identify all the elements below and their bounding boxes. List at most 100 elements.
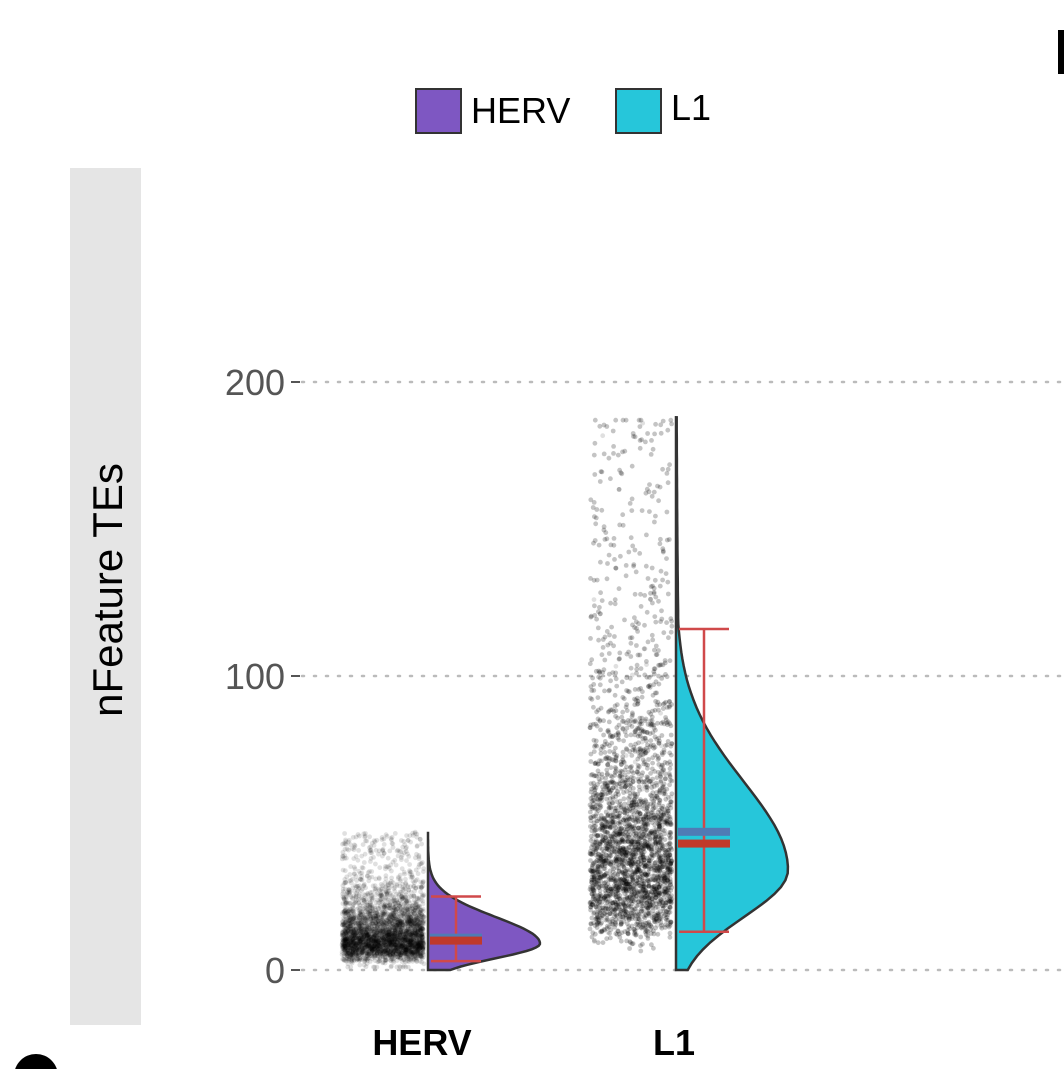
data-point [345, 931, 351, 937]
data-point [407, 862, 412, 867]
data-point [421, 908, 426, 914]
data-point [407, 913, 412, 919]
data-point [362, 913, 368, 918]
data-point [384, 917, 390, 923]
data-point [408, 921, 414, 927]
data-point [361, 942, 367, 948]
data-point [404, 844, 409, 850]
data-point [392, 942, 398, 948]
data-point [391, 959, 397, 965]
data-point [404, 945, 410, 950]
data-point [401, 936, 406, 942]
data-point [374, 936, 379, 942]
data-point [418, 943, 424, 949]
data-point [386, 932, 392, 938]
data-point [396, 930, 402, 935]
data-point [359, 926, 365, 932]
data-point [387, 892, 393, 898]
data-point [350, 908, 355, 913]
data-point [350, 948, 356, 954]
data-point [387, 949, 393, 954]
data-point [402, 914, 407, 920]
data-point [396, 936, 401, 942]
data-point [350, 943, 356, 949]
data-point [403, 964, 409, 970]
data-point [399, 922, 405, 928]
data-point [380, 935, 385, 941]
data-point [347, 900, 353, 906]
data-point [381, 949, 386, 954]
data-point [408, 948, 414, 954]
data-point [368, 915, 374, 920]
data-point [377, 865, 383, 870]
data-point [358, 937, 364, 943]
data-point [368, 847, 373, 853]
data-point [344, 946, 349, 951]
data-point [412, 949, 418, 955]
data-point [354, 906, 360, 912]
data-point [406, 946, 411, 952]
data-point [394, 964, 400, 970]
data-point [390, 958, 396, 964]
data-point [358, 955, 363, 961]
data-point [394, 934, 400, 940]
data-point [412, 944, 418, 950]
data-point [358, 940, 364, 945]
data-point [342, 943, 348, 949]
data-point [368, 940, 373, 946]
data-point [356, 947, 361, 953]
data-point [384, 950, 390, 955]
data-point [414, 948, 420, 954]
data-point [360, 900, 365, 906]
data-point [380, 927, 386, 933]
data-point [346, 937, 352, 942]
data-point [415, 930, 420, 935]
data-point [343, 841, 348, 846]
data-point [406, 951, 412, 957]
data-point [405, 914, 411, 920]
data-point [367, 942, 373, 948]
data-point [413, 905, 419, 911]
data-point [347, 918, 353, 924]
data-point [404, 907, 410, 912]
data-point [383, 936, 388, 941]
data-point [391, 938, 397, 943]
data-point [376, 886, 382, 892]
data-point [385, 942, 391, 948]
data-point [389, 898, 395, 904]
data-point [412, 930, 418, 936]
data-point [355, 956, 361, 962]
data-point [403, 928, 409, 934]
data-point [412, 921, 417, 927]
data-point [342, 846, 348, 852]
data-point [407, 938, 412, 944]
data-point [382, 926, 388, 932]
data-point [371, 934, 376, 940]
data-point [414, 940, 419, 946]
data-point [347, 920, 353, 926]
data-point [421, 892, 427, 898]
data-point [418, 921, 424, 927]
data-point [352, 935, 358, 941]
data-point [351, 937, 357, 943]
data-point [347, 872, 353, 877]
data-point [343, 945, 349, 950]
data-point [349, 929, 355, 935]
data-point [350, 919, 355, 925]
data-point [380, 928, 386, 934]
data-point [401, 913, 407, 919]
data-point [385, 917, 391, 922]
data-point [344, 932, 349, 938]
data-point [383, 933, 388, 939]
data-point [374, 917, 379, 922]
data-point [342, 937, 348, 943]
data-point [342, 938, 347, 943]
data-point [370, 916, 376, 922]
data-point [398, 927, 404, 933]
data-point [359, 947, 365, 952]
data-point [410, 944, 416, 950]
data-point [350, 951, 355, 957]
data-point [413, 905, 418, 911]
data-point [406, 956, 412, 962]
data-point [383, 884, 389, 890]
